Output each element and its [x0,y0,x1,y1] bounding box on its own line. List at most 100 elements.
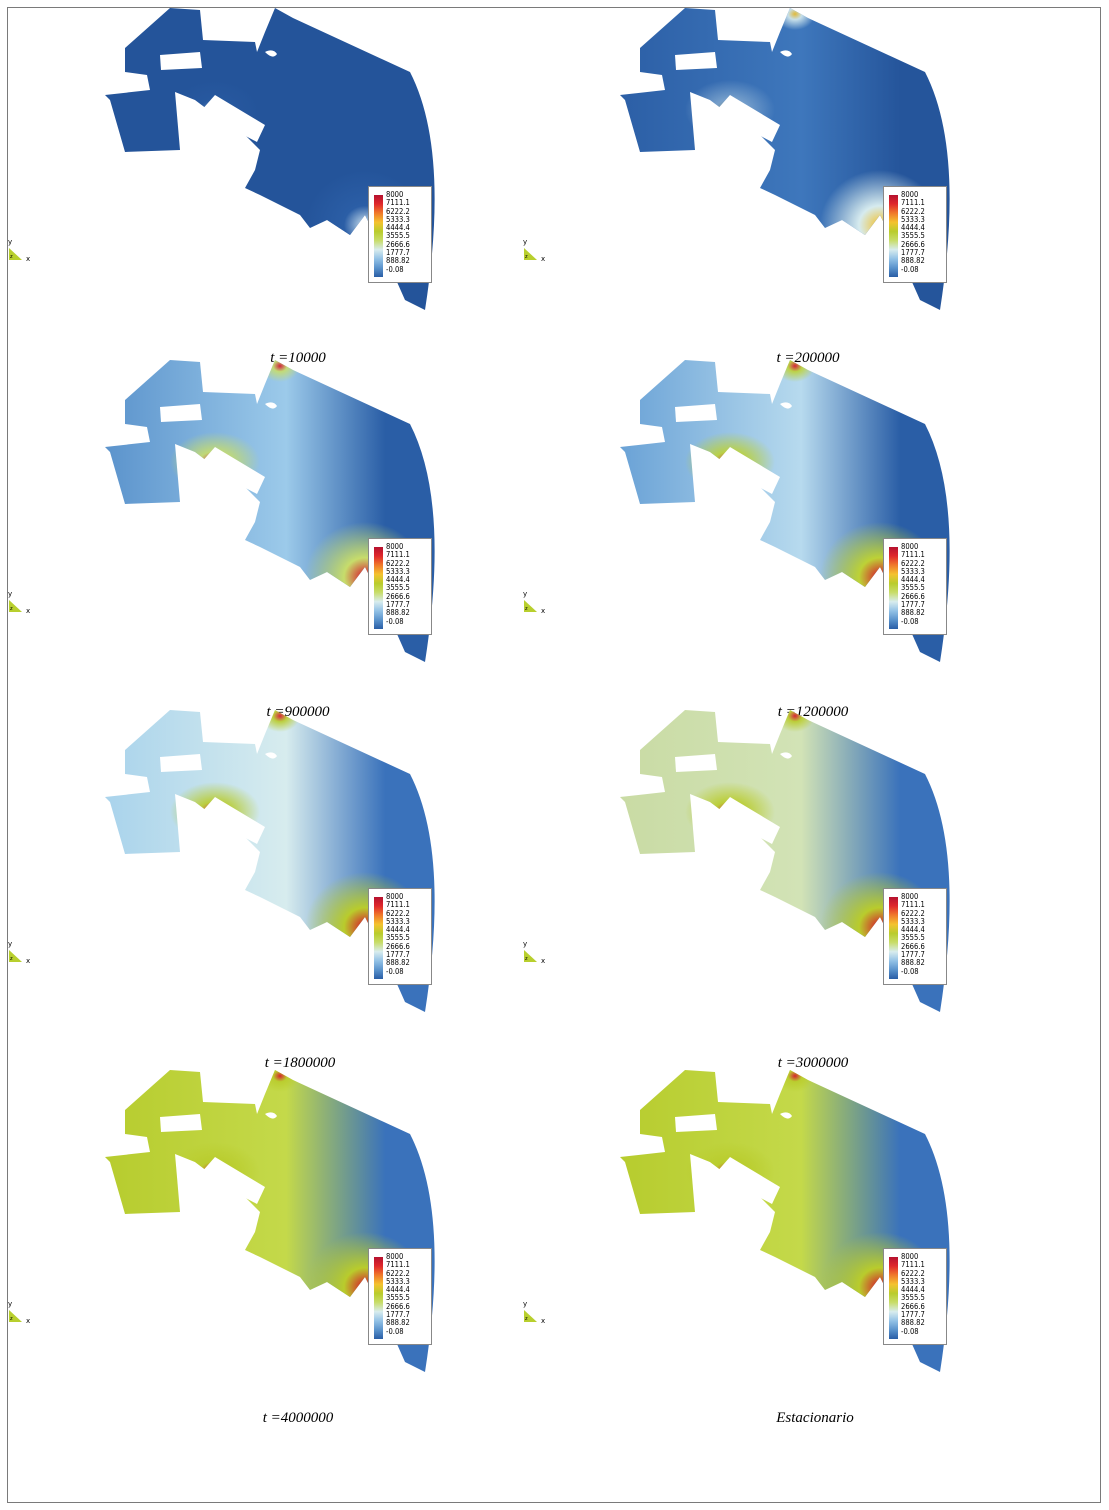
colorbar-tick-label: 7111.1 [901,1260,925,1270]
land-cutout [780,1112,792,1119]
axis-z-label: z [525,254,528,260]
colorbar-tick-label: -0.08 [901,616,919,626]
colorbar-tick-label: 5333.3 [901,214,925,224]
colorbar-tick-label: 4444.4 [386,223,410,233]
land-cutout [715,95,780,142]
colorbar-tick-label: 5333.3 [901,566,925,576]
axes-triad-icon: y x z [6,236,36,266]
colorbar-tick-label: 6222.2 [901,206,925,216]
colorbar-tick-label: -0.08 [386,264,404,274]
colorbar-tick-label: 6222.2 [901,558,925,568]
colorbar-tick-label: 888.82 [901,608,925,618]
axis-z-label: z [525,606,528,612]
colorbar-tick-label: 3555.5 [386,933,410,943]
colorbar-tick-label: 4444.4 [386,575,410,585]
colorbar-tick-label: -0.08 [386,616,404,626]
inlet-plume [775,8,815,30]
axis-x-label: x [26,607,31,615]
land-cutout [200,797,265,844]
axis-z-label: z [10,606,13,612]
land-cutout [265,402,277,409]
colorbar-tick-label: 6222.2 [386,558,410,568]
colorbar-tick-label: 1777.7 [386,248,410,258]
land-cutout [160,754,202,772]
colorbar-tick-label: 2666.6 [901,239,925,249]
colorbar-gradient [889,897,898,979]
colorbar-tick-label: 1777.7 [901,600,925,610]
domain-region [620,710,950,1012]
land-cutout [265,50,277,57]
colorbar-tick-label: 3555.5 [901,583,925,593]
colorbar-tick-label: -0.08 [901,264,919,274]
colorbar-tick-label: 3555.5 [901,231,925,241]
colorbar-tick-label: 4444.4 [901,1285,925,1295]
inlet-plume [260,360,300,382]
colorbar-tick-label: -0.08 [386,966,404,976]
colorbar-tick-label: 888.82 [901,256,925,266]
colorbar-tick-label: 7111.1 [901,900,925,910]
colorbar-tick-label: 4444.4 [386,925,410,935]
colorbar-legend: 8000 7111.1 6222.2 5333.3 4444.4 3555.5 2666.6… [883,888,947,985]
colorbar-tick-label: 3555.5 [386,231,410,241]
axes-triad-icon: y x z [521,938,551,968]
land-cutout [160,1114,202,1132]
axis-y-label: y [8,238,13,246]
colorbar-tick-label: 2666.6 [386,239,410,249]
colorbar-tick-label: 1777.7 [386,1310,410,1320]
colorbar-gradient [374,195,383,277]
domain-region [620,360,950,662]
colorbar-tick-label: 2666.6 [901,1301,925,1311]
colorbar-gradient [374,1257,383,1339]
axis-x-label: x [541,1317,546,1325]
colorbar-tick-label: 5333.3 [901,916,925,926]
field-panel: t =4000000 8000 7111.1 6222.2 5333.3 4444.4 35… [0,1062,545,1426]
colorbar-legend: 8000 7111.1 6222.2 5333.3 4444.4 3555.5 2666.6… [883,186,947,283]
colorbar-tick-label: 2666.6 [901,591,925,601]
colorbar-tick-label: 4444.4 [901,575,925,585]
domain-region [105,1070,435,1372]
colorbar-tick-label: 7111.1 [386,550,410,560]
field-panel: Estacionario 8000 7111.1 6222.2 5333.3 4444.4… [515,1062,1060,1426]
axes-triad-icon: y x z [6,938,36,968]
axis-x-label: x [26,255,31,263]
colorbar-tick-label: 2666.6 [386,1301,410,1311]
colorbar-tick-label: 8000 [386,1252,404,1261]
colorbar-legend: 8000 7111.1 6222.2 5333.3 4444.4 3555.5 2666.6… [368,1248,432,1345]
colorbar-tick-label: 3555.5 [386,583,410,593]
land-cutout [200,95,265,142]
colorbar-tick-label: 888.82 [386,608,410,618]
colorbar-tick-label: 7111.1 [386,900,410,910]
colorbar-tick-label: -0.08 [901,1326,919,1336]
colorbar-tick-label: 5333.3 [386,916,410,926]
colorbar-tick-label: 888.82 [386,1318,410,1328]
colorbar-legend: 8000 7111.1 6222.2 5333.3 4444.4 3555.5 2666.6… [368,186,432,283]
domain-region [105,710,435,1012]
axes-triad-icon: y x z [521,588,551,618]
axis-x-label: x [541,255,546,263]
land-cutout [160,404,202,422]
colorbar-tick-label: 4444.4 [386,1285,410,1295]
page-frame [7,7,1101,1503]
land-cutout [675,754,717,772]
colorbar-legend: 8000 7111.1 6222.2 5333.3 4444.4 3555.5 2666.6… [368,888,432,985]
field-panel: t =10000 8000 7111.1 6222.2 5333.3 4444.4 3555… [0,0,545,366]
colorbar-tick-label: 888.82 [386,256,410,266]
land-cutout [265,1112,277,1119]
land-cutout [780,50,792,57]
field-panel: t =200000 8000 7111.1 6222.2 5333.3 4444.4 355… [515,0,1060,366]
land-cutout [675,1114,717,1132]
land-cutout [675,404,717,422]
colorbar-tick-label: 7111.1 [901,198,925,208]
colorbar-tick-label: 8000 [386,892,404,901]
colorbar-legend: 8000 7111.1 6222.2 5333.3 4444.4 3555.5 2666.6… [883,538,947,635]
colorbar-gradient [889,1257,898,1339]
colorbar-tick-label: 2666.6 [386,591,410,601]
colorbar-tick-label: 7111.1 [901,550,925,560]
time-caption: t =1800000 [264,1055,336,1071]
field-panel: t =3000000 8000 7111.1 6222.2 5333.3 4444.4 35… [515,702,1060,1071]
colorbar-tick-label: 1777.7 [901,1310,925,1320]
colorbar-tick-label: 8000 [901,892,919,901]
colorbar-tick-label: 1777.7 [386,600,410,610]
time-caption: t =10000 [270,350,326,366]
colorbar-legend: 8000 7111.1 6222.2 5333.3 4444.4 3555.5 2666.6… [368,538,432,635]
